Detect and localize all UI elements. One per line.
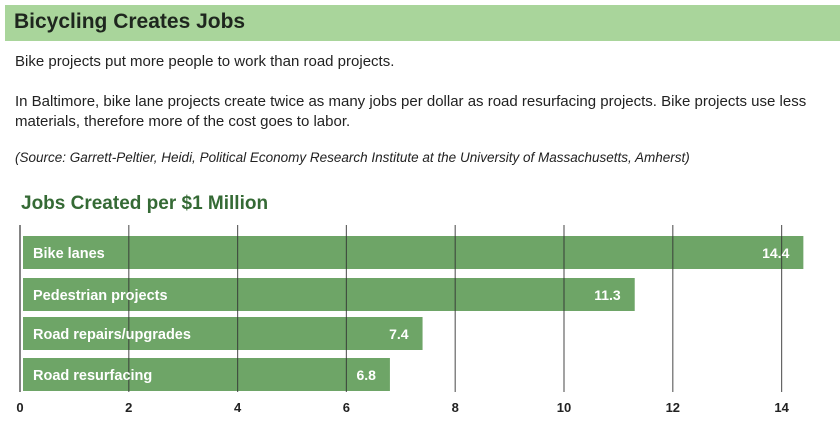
tick-label: 10 [557,400,571,415]
data-label: 14.4 [762,245,789,261]
tick-label: 14 [774,400,789,415]
source-text: (Source: Garrett-Peltier, Heidi, Politic… [15,150,690,165]
bar [23,317,423,350]
data-label: 6.8 [356,367,376,383]
tick-label: 6 [343,400,350,415]
category-label: Road repairs/upgrades [33,327,191,343]
header-banner: Bicycling Creates Jobs [5,5,840,41]
tick-label: 0 [16,400,23,415]
bar [23,278,635,311]
bar [23,358,390,391]
lead-text: Bike projects put more people to work th… [15,53,395,70]
page-title: Bicycling Creates Jobs [14,10,246,33]
body-text: In Baltimore, bike lane projects create … [15,93,807,130]
chart-title: Jobs Created per $1 Million [21,193,269,214]
data-label: 11.3 [594,287,621,303]
category-label: Pedestrian projects [33,288,168,304]
category-label: Road resurfacing [33,368,152,384]
tick-label: 12 [666,400,680,415]
tick-label: 4 [234,400,242,415]
bar [23,236,804,269]
tick-label: 2 [125,400,132,415]
tick-label: 8 [452,400,459,415]
data-label: 7.4 [389,326,409,342]
category-label: Bike lanes [33,246,105,262]
